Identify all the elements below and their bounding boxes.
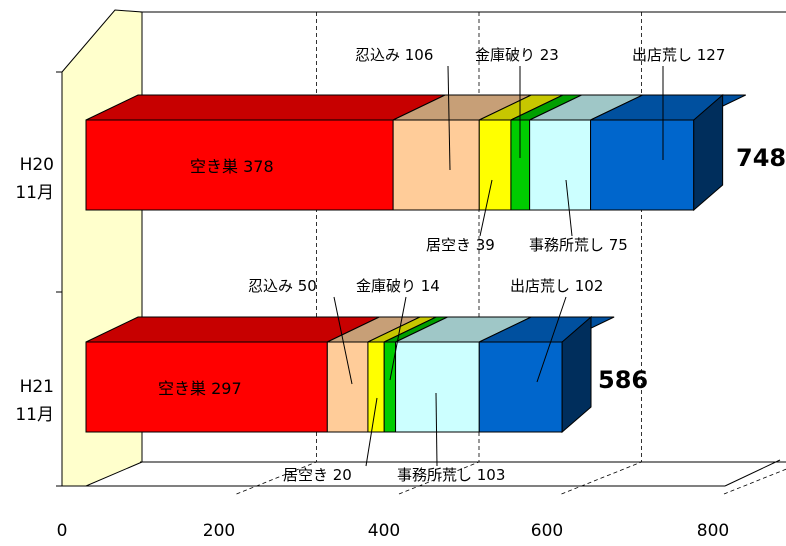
data-label: 忍込み 50 xyxy=(248,277,317,295)
leader-line xyxy=(447,65,451,171)
bars xyxy=(85,93,746,434)
leader-line xyxy=(365,397,378,467)
leader-line xyxy=(333,296,353,385)
data-label: 空き巣 378 xyxy=(190,157,274,176)
bar-front-face xyxy=(392,119,480,211)
data-label: 忍込み 106 xyxy=(355,46,433,64)
bar-segment xyxy=(392,94,532,211)
bar-segment xyxy=(395,316,532,433)
bar-front-face xyxy=(478,341,563,433)
x-tick-label: 200 xyxy=(203,521,235,541)
data-label: 居空き 39 xyxy=(426,236,495,254)
leader-line xyxy=(479,179,493,237)
data-label: 事務所荒し 75 xyxy=(529,236,628,254)
data-label: 出店荒し 127 xyxy=(632,46,725,64)
bar-front-face xyxy=(85,119,394,211)
bar-segment xyxy=(478,316,615,433)
floor-right-edge xyxy=(724,459,781,487)
leader-line xyxy=(565,179,573,237)
bar-side-face xyxy=(693,93,724,212)
gridline-floor xyxy=(723,468,786,495)
category-label: 11月 xyxy=(15,183,54,203)
category-label: 11月 xyxy=(15,405,54,425)
data-label: 居空き 20 xyxy=(283,466,352,484)
bar-front-face xyxy=(590,119,695,211)
gridline-floor xyxy=(398,461,480,495)
bar-segment xyxy=(85,316,380,433)
bar-front-face xyxy=(85,341,328,433)
bar-side-face xyxy=(561,315,592,434)
leader-line xyxy=(389,296,407,381)
total-label: 586 xyxy=(598,366,648,394)
leader-line xyxy=(435,392,438,467)
category-label: H20 xyxy=(20,155,54,175)
x-tick-label: 800 xyxy=(697,521,729,541)
bar-front-face xyxy=(367,341,385,433)
bar-segment xyxy=(478,94,564,211)
total-label: 748 xyxy=(736,144,786,172)
bar-segment xyxy=(367,316,437,433)
gridline-floor xyxy=(561,461,642,495)
bar-top-face xyxy=(85,94,446,121)
data-labels: H20 11月 H21 11月 748 586 空き巣 378 忍込み 106 金庫破り 23 出… xyxy=(15,46,786,484)
x-tick-label: 400 xyxy=(368,521,400,541)
bar-segment xyxy=(529,94,643,211)
data-label: 金庫破り 23 xyxy=(475,46,559,64)
data-label: 空き巣 297 xyxy=(158,379,242,398)
gridline-floor xyxy=(236,461,317,495)
bar-segment xyxy=(590,94,746,211)
category-label: H21 xyxy=(20,377,54,397)
x-tick-label: 600 xyxy=(531,521,563,541)
bar-segment xyxy=(326,316,421,433)
x-tick-label: 0 xyxy=(57,521,68,541)
bar-front-face xyxy=(383,341,397,433)
bar-segment xyxy=(85,94,446,211)
bar-front-face xyxy=(395,341,480,433)
data-label: 出店荒し 102 xyxy=(510,277,603,295)
data-label: 金庫破り 14 xyxy=(356,277,440,295)
leader-line xyxy=(536,296,567,383)
bar-front-face xyxy=(529,119,592,211)
data-label: 事務所荒し 103 xyxy=(397,466,505,484)
bar-front-face xyxy=(326,341,369,433)
axes: 0 200 400 600 800 xyxy=(56,71,729,541)
bar-front-face xyxy=(478,119,512,211)
